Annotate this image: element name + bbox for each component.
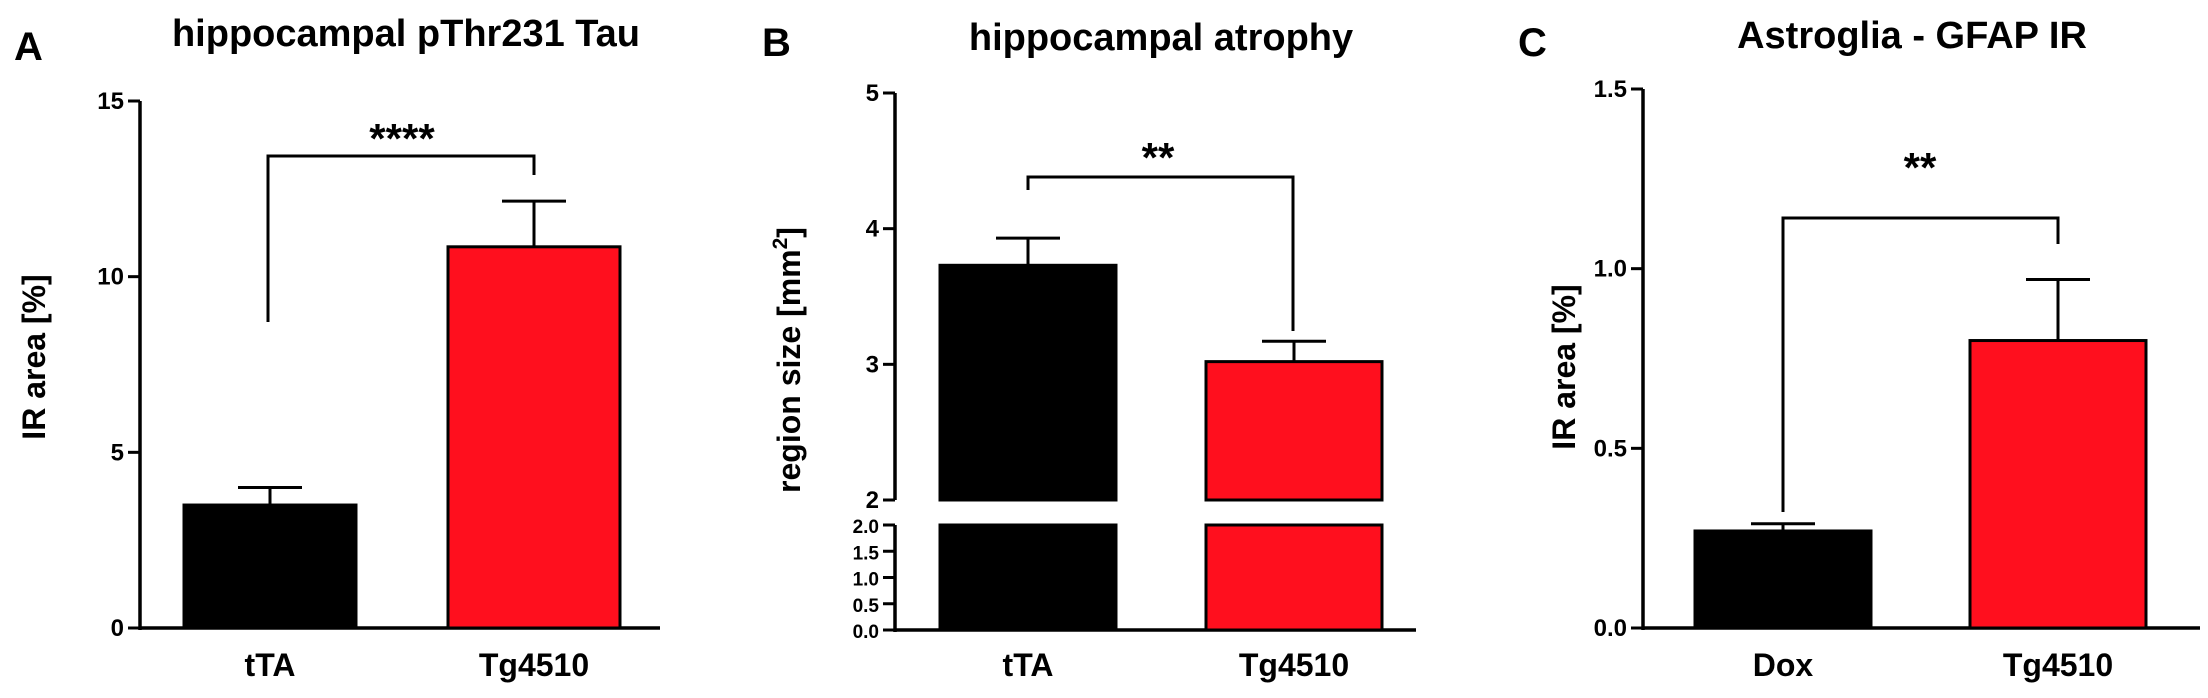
panel-c-y-tick-label: 0.5 [1594, 435, 1627, 462]
panel-c-bar [1968, 339, 2148, 630]
panel-a-y-tick-label: 5 [111, 439, 124, 466]
panel-a-letter: A [14, 25, 43, 69]
svg-text:region size [mm2]: region size [mm2] [769, 227, 807, 493]
panel-b-letter: B [762, 21, 791, 65]
panel-c-y-axis-label: IR area [%] [1546, 284, 1582, 449]
panel-b-bar-upper [938, 263, 1118, 502]
panel-c-y-tick-label: 1.5 [1594, 76, 1627, 103]
panel-b-y-axis-label-suffix: ] [771, 227, 807, 238]
panel-b-y-tick-label: 1.5 [853, 543, 880, 564]
panel-c-y-tick-label: 0.0 [1594, 615, 1627, 642]
panel-c-significance-label: ** [1904, 144, 1937, 191]
panel-a-ticks: 0 5 10 15 [97, 88, 140, 642]
panel-a-significance-label: **** [369, 115, 435, 162]
panel-b-y-axis-label-superscript: 2 [769, 238, 792, 250]
panel-c: C Astroglia - GFAP IR IR area [%] 0.0 0.5… [1518, 15, 2200, 683]
panel-b-bar-upper [1204, 360, 1384, 502]
panel-c-bar [1693, 529, 1873, 630]
panel-a-significance-bracket [266, 154, 536, 322]
panel-c-y-tick-label: 1.0 [1594, 256, 1627, 283]
panel-b-y-tick-label: 2.0 [853, 517, 879, 538]
panel-b-significance-bracket [1026, 175, 1295, 331]
panel-b-bars [938, 236, 1384, 632]
panel-b-significance-label: ** [1142, 134, 1175, 181]
panel-b-ticks: 2 3 4 5 0.0 0.5 1.0 1.5 2.0 [853, 80, 895, 643]
panel-b-category-label: Tg4510 [1239, 647, 1349, 683]
panel-a-y-axis-label: IR area [%] [16, 274, 52, 439]
panel-a: A hippocampal pThr231 Tau IR area [%] 0 5… [14, 13, 660, 683]
panel-c-significance-bracket [1781, 216, 2060, 512]
panel-b: B hippocampal atrophy region size [mm2] … [762, 17, 1416, 683]
panel-b-y-tick-label: 2 [866, 487, 879, 514]
panel-a-category-label: Tg4510 [479, 647, 589, 683]
panel-b-category-label: tTA [1003, 647, 1054, 683]
panel-a-y-tick-label: 10 [97, 264, 124, 291]
panel-b-bar-lower [938, 523, 1118, 632]
panel-b-y-tick-label: 1.0 [853, 570, 879, 591]
panel-a-bars [182, 199, 622, 630]
panel-a-y-tick-label: 0 [111, 615, 124, 642]
panel-b-y-tick-label: 4 [866, 216, 880, 243]
panel-c-ticks: 0.0 0.5 1.0 1.5 [1594, 76, 1643, 642]
panel-c-category-label: Dox [1753, 647, 1814, 683]
panel-c-title: Astroglia - GFAP IR [1737, 15, 2087, 57]
panel-b-y-axis-label: region size [mm [771, 249, 807, 493]
panel-a-bar [446, 245, 622, 630]
panel-c-letter: C [1518, 21, 1547, 65]
panel-b-bar-lower [1204, 523, 1384, 632]
panel-b-y-tick-label: 0.5 [853, 596, 880, 617]
panel-a-bar [182, 503, 358, 630]
panel-b-title: hippocampal atrophy [969, 17, 1353, 59]
panel-b-y-tick-label: 5 [866, 80, 879, 107]
panel-a-y-tick-label: 15 [97, 88, 124, 115]
panel-a-title: hippocampal pThr231 Tau [172, 13, 640, 55]
panel-c-bars [1693, 277, 2148, 630]
panel-b-y-tick-label: 0.0 [853, 622, 879, 643]
panel-c-category-label: Tg4510 [2003, 647, 2113, 683]
panel-a-category-label: tTA [245, 647, 296, 683]
panel-b-y-tick-label: 3 [866, 351, 879, 378]
